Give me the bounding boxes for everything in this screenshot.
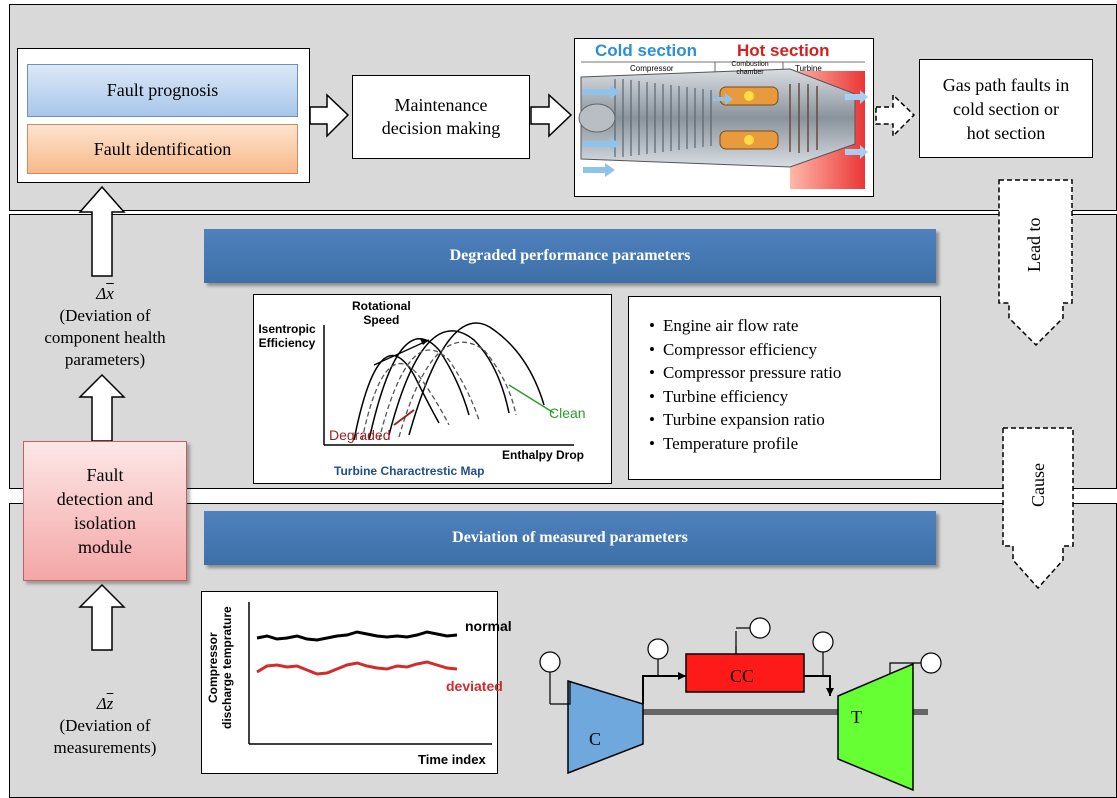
map-ylabel: Isentropic Efficiency: [254, 322, 320, 350]
delta-x-line1: (Deviation of: [59, 306, 151, 325]
compressor-block: [567, 679, 644, 775]
degraded-bar-label: Degraded performance parameters: [449, 247, 691, 264]
gas-path-faults-box: Gas path faults in cold section or hot s…: [919, 59, 1093, 158]
sensor-turbine-inlet: [812, 631, 834, 676]
turbine-label-t: T: [851, 707, 862, 727]
combustion-word: Combustion: [731, 61, 769, 68]
normal-label: normal: [465, 618, 512, 634]
turbine-map-chart: [323, 322, 574, 446]
cc-label: CC: [730, 666, 755, 686]
map-degraded-label: Degraded: [329, 427, 391, 443]
param-item: Compressor efficiency: [649, 338, 940, 362]
parameter-list: Engine air flow rate Compressor efficien…: [649, 314, 940, 455]
lead-to-label: Lead to: [1024, 217, 1044, 273]
gaspath-line3: hot section: [966, 122, 1046, 143]
engine-schematic: [539, 617, 942, 792]
cause-label: Cause: [1028, 463, 1048, 507]
maintenance-box: Maintenance decision making: [352, 75, 530, 159]
turbine-map-panel: Isentropic Efficiency Rotational Speed C…: [253, 294, 612, 484]
delta-x-line3: parameters): [64, 350, 146, 369]
jet-engine-illustration: [578, 61, 868, 189]
map-speed2: Speed: [363, 313, 400, 327]
sensor-compressor-exit: [647, 638, 669, 676]
delta-z-text: Δz (Deviation of measurements): [20, 693, 190, 759]
delta-z-symbol: Δz: [96, 694, 114, 713]
temp-xlabel: Time index: [418, 752, 486, 767]
param-item: Engine air flow rate: [649, 314, 940, 338]
engine-image: Cold section Hot section Compressor Comb…: [574, 38, 874, 197]
map-ylabel1: Isentropic: [258, 322, 316, 336]
fdi-line2: detection and: [56, 489, 154, 509]
sensor-inlet: [539, 651, 561, 704]
parameter-list-panel: Engine air flow rate Compressor efficien…: [628, 296, 941, 480]
sensor-combustor: [735, 617, 771, 654]
deviation-bar-label: Deviation of measured parameters: [452, 529, 688, 546]
maintenance-line1: Maintenance: [394, 95, 488, 115]
deviated-label: deviated: [446, 678, 503, 694]
fault-identification-label: Fault identification: [93, 138, 232, 159]
deviated-series: [256, 660, 458, 676]
fault-prognosis-box: Fault prognosis: [27, 64, 298, 117]
compressor-label-c: C: [589, 729, 602, 749]
chamber-word: chamber: [736, 69, 764, 76]
fdi-line3: isolation: [74, 513, 136, 533]
temperature-chart: [248, 602, 492, 745]
fault-prognosis-label: Fault prognosis: [106, 80, 219, 100]
temp-ylabel2: discharge temprature: [220, 606, 234, 730]
fdi-line1: Fault: [86, 465, 124, 485]
param-item: Turbine expansion ratio: [649, 408, 940, 432]
deviation-measured-bar: Deviation of measured parameters: [204, 511, 936, 565]
temp-ylabel1: Compressor: [206, 632, 220, 704]
map-speed-label: Rotational Speed: [352, 299, 411, 327]
map-clean-label: Clean: [549, 405, 586, 421]
map-caption: Turbine Charactrestic Map: [334, 464, 485, 478]
param-item: Turbine efficiency: [649, 385, 940, 409]
delta-z-line2: measurements): [53, 738, 157, 757]
temperature-chart-panel: Compressor discharge temprature normal d…: [201, 591, 512, 774]
map-speed1: Rotational: [352, 299, 411, 313]
combustion-chamber-block: [685, 653, 805, 693]
maintenance-line2: decision making: [381, 118, 501, 138]
combustion-label: Combustion chamber: [720, 61, 780, 77]
hot-section-label: Hot section: [737, 41, 830, 60]
delta-z-line1: (Deviation of: [59, 716, 151, 735]
delta-x-symbol: Δx: [96, 284, 114, 303]
delta-x-line2: component health: [44, 328, 166, 347]
fdi-module-box: Fault detection and isolation module: [23, 441, 187, 581]
map-ylabel2: Efficiency: [258, 336, 316, 350]
param-item: Compressor pressure ratio: [649, 361, 940, 385]
fdi-line4: module: [78, 537, 132, 557]
temp-ylabel: Compressor discharge temprature: [206, 598, 234, 738]
gaspath-line1: Gas path faults in: [942, 74, 1070, 95]
normal-series: [256, 630, 458, 642]
map-xlabel: Enthalpy Drop: [502, 448, 585, 462]
cold-section-label: Cold section: [595, 41, 698, 60]
gaspath-line2: cold section or: [953, 98, 1059, 119]
turbine-block: [837, 662, 914, 792]
fault-identification-box: Fault identification: [27, 124, 298, 174]
compressor-label: Compressor: [630, 64, 674, 73]
sensor-turbine-exit: [889, 652, 942, 674]
degraded-performance-bar: Degraded performance parameters: [204, 229, 936, 283]
param-item: Temperature profile: [649, 432, 940, 456]
turbine-label: Turbine: [795, 64, 822, 73]
delta-x-text: Δx (Deviation of component health parame…: [20, 283, 190, 371]
